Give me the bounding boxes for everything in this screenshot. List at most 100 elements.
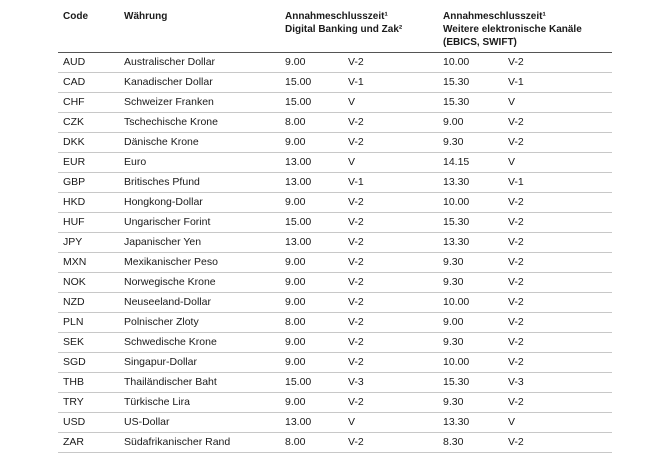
row-rule [58, 92, 612, 93]
table-cell: NOK [63, 276, 86, 288]
table-cell: V [348, 96, 356, 108]
table-cell: V-2 [348, 296, 364, 308]
row-rule [58, 272, 612, 273]
table-cell: 15.30 [443, 376, 470, 388]
table-cell: Neuseeland-Dollar [124, 296, 211, 308]
table-cell: V-2 [508, 196, 524, 208]
table-cell: V-2 [508, 216, 524, 228]
table-cell: SEK [63, 336, 85, 348]
row-rule [58, 352, 612, 353]
table-cell: V-2 [348, 236, 364, 248]
table-cell: V-2 [348, 116, 364, 128]
table-cell: V-2 [348, 216, 364, 228]
table-cell: 13.00 [285, 176, 312, 188]
table-cell: 8.30 [443, 436, 464, 448]
header-cell: Code [63, 11, 88, 22]
table-cell: 13.30 [443, 416, 470, 428]
table-cell: JPY [63, 236, 83, 248]
table-cell: V-2 [508, 336, 524, 348]
table-cell: V-2 [348, 56, 364, 68]
table-cell: V-2 [508, 116, 524, 128]
table-cell: V [348, 416, 356, 428]
table-cell: Britisches Pfund [124, 176, 200, 188]
table-cell: V-2 [508, 56, 524, 68]
table-cell: Australischer Dollar [124, 56, 216, 68]
table-cell: 9.00 [285, 56, 306, 68]
table-cell: Kanadischer Dollar [124, 76, 213, 88]
table-cell: V-2 [508, 316, 524, 328]
table-cell: 9.30 [443, 336, 464, 348]
table-cell: 13.30 [443, 176, 470, 188]
table-cell: Thailändischer Baht [124, 376, 217, 388]
table-cell: 9.00 [285, 396, 306, 408]
table-cell: 9.00 [285, 136, 306, 148]
table-cell: 10.00 [443, 196, 470, 208]
table-cell: CHF [63, 96, 85, 108]
table-cell: Norwegische Krone [124, 276, 216, 288]
row-rule [58, 372, 612, 373]
table-cell: 9.00 [285, 356, 306, 368]
table-cell: Japanischer Yen [124, 236, 202, 248]
row-rule [58, 152, 612, 153]
table-cell: V-2 [348, 356, 364, 368]
table-cell: 15.00 [285, 76, 312, 88]
row-rule [58, 432, 612, 433]
table-cell: TRY [63, 396, 84, 408]
table-cell: 8.00 [285, 116, 306, 128]
table-cell: HUF [63, 216, 85, 228]
table-cell: V [508, 156, 516, 168]
header-cell: Weitere elektronische Kanäle [443, 24, 582, 35]
table-cell: V-3 [508, 376, 524, 388]
row-rule [58, 392, 612, 393]
table-cell: 8.00 [285, 436, 306, 448]
table-cell: NZD [63, 296, 85, 308]
row-rule [58, 332, 612, 333]
table-cell: V-2 [508, 356, 524, 368]
table-cell: Türkische Lira [124, 396, 190, 408]
table-cell: Tschechische Krone [124, 116, 218, 128]
table-cell: Südafrikanischer Rand [124, 436, 231, 448]
row-rule [58, 312, 612, 313]
header-rule [58, 52, 612, 53]
table-cell: Polnischer Zloty [124, 316, 199, 328]
table-cell: V-1 [348, 176, 364, 188]
table-cell: Singapur-Dollar [124, 356, 197, 368]
table-cell: V-2 [348, 276, 364, 288]
table-cell: V-1 [508, 76, 524, 88]
table-cell: V-1 [348, 76, 364, 88]
table-cell: 8.00 [285, 316, 306, 328]
table-cell: 9.00 [285, 196, 306, 208]
table-cell: 9.30 [443, 136, 464, 148]
table-cell: Hongkong-Dollar [124, 196, 203, 208]
table-cell: USD [63, 416, 86, 428]
header-cell: Währung [124, 11, 168, 22]
table-cell: V-2 [348, 316, 364, 328]
table-cell: V-2 [348, 396, 364, 408]
table-cell: 9.30 [443, 276, 464, 288]
row-rule [58, 292, 612, 293]
table-cell: V-2 [348, 436, 364, 448]
header-cell: (EBICS, SWIFT) [443, 37, 517, 48]
table-cell: V-2 [508, 396, 524, 408]
table-cell: 9.00 [443, 116, 464, 128]
table-cell: 9.00 [285, 296, 306, 308]
table-cell: 13.30 [443, 236, 470, 248]
table-cell: 15.00 [285, 96, 312, 108]
table-cell: 9.30 [443, 256, 464, 268]
table-cell: V-2 [348, 196, 364, 208]
table-cell: V-2 [508, 136, 524, 148]
table-cell: Dänische Krone [124, 136, 199, 148]
table-cell: V [508, 416, 516, 428]
table-cell: V-2 [508, 296, 524, 308]
table-cell: 15.30 [443, 76, 470, 88]
table-cell: V-2 [348, 136, 364, 148]
row-rule [58, 132, 612, 133]
table-cell: Euro [124, 156, 147, 168]
table-cell: Schweizer Franken [124, 96, 214, 108]
table-cell: V [508, 96, 516, 108]
table-cell: SGD [63, 356, 86, 368]
table-cell: 9.00 [285, 276, 306, 288]
row-rule [58, 412, 612, 413]
table-cell: 13.00 [285, 156, 312, 168]
